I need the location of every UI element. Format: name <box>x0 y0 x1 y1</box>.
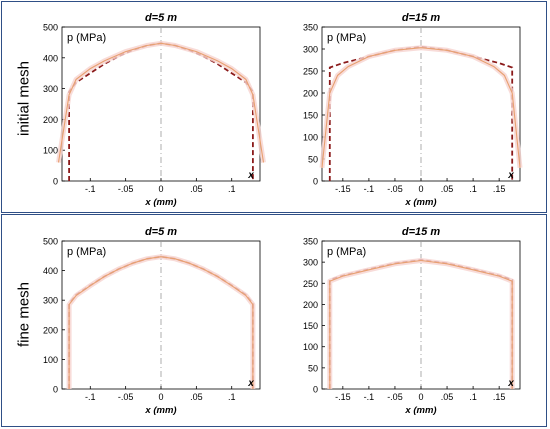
chart-1-xtick-label-3: 0 <box>418 184 423 194</box>
chart-3-xtick-label-2: -.05 <box>387 392 403 402</box>
chart-0-ytick-label-1: 100 <box>43 146 58 156</box>
chart-1-series-0-line <box>328 45 514 181</box>
chart-3-xtick-label-5: .1 <box>469 392 477 402</box>
chart-3-x-end-label: x <box>507 378 514 389</box>
chart-0-ytick-label-4: 400 <box>43 53 58 63</box>
chart-1-ytick-label-2: 100 <box>303 133 318 143</box>
chart-3-xtick-label-6: .15 <box>493 392 506 402</box>
chart-1-xtick-label-6: .15 <box>493 184 506 194</box>
chart-1-xtick-label-5: .1 <box>469 184 477 194</box>
chart-3-xtick-label-4: .05 <box>441 392 454 402</box>
chart-1-series-1-line <box>321 47 521 168</box>
chart-1-ytick-label-0: 0 <box>313 177 318 187</box>
chart-1-ylabel: p (MPa) <box>327 32 366 44</box>
chart-1-ytick-label-4: 200 <box>303 89 318 99</box>
chart-2-title: d=5 m <box>145 226 177 238</box>
chart-3-ytick-label-1: 50 <box>308 363 318 373</box>
chart-1-xlabel: x (mm) <box>404 197 436 208</box>
chart-3-xlabel: x (mm) <box>404 405 436 416</box>
chart-0-xtick-label-3: .05 <box>190 184 203 194</box>
chart-2-xtick-label-0: -.1 <box>85 392 96 402</box>
chart-2-xlabel: x (mm) <box>144 405 176 416</box>
chart-0-xtick-label-4: .1 <box>228 184 236 194</box>
chart-3-series-1-line <box>329 259 513 389</box>
chart-3-ylabel: p (MPa) <box>327 246 366 258</box>
chart-3-xtick-label-0: -.15 <box>335 392 351 402</box>
chart-1-x-end-label: x <box>507 170 514 181</box>
chart-1-xtick-label-2: -.05 <box>387 184 403 194</box>
chart-0-xtick-label-2: 0 <box>158 184 163 194</box>
chart-2-ylabel: p (MPa) <box>67 246 106 258</box>
chart-0-xlabel: x (mm) <box>144 197 176 208</box>
chart-3-title: d=15 m <box>402 226 440 238</box>
chart-3-ytick-label-3: 150 <box>303 321 318 331</box>
chart-3-xtick-label-1: -.1 <box>364 392 375 402</box>
chart-2-ytick-label-2: 200 <box>43 325 58 335</box>
chart-0-ytick-label-2: 200 <box>43 115 58 125</box>
chart-2-ytick-label-1: 100 <box>43 355 58 365</box>
chart-3-xtick-label-3: 0 <box>418 392 423 402</box>
chart-2-ytick-label-4: 400 <box>43 266 58 276</box>
fine-mesh-panel <box>1 214 547 427</box>
chart-0-title: d=5 m <box>145 12 177 24</box>
chart-0-ytick-label-0: 0 <box>53 177 58 187</box>
chart-3-ytick-label-7: 350 <box>303 237 318 247</box>
chart-3-ytick-label-6: 300 <box>303 258 318 268</box>
chart-0-ytick-label-5: 500 <box>43 23 58 33</box>
chart-0-ylabel: p (MPa) <box>67 32 106 44</box>
chart-0-xtick-label-0: -.1 <box>85 184 96 194</box>
chart-2-xtick-label-3: .05 <box>190 392 203 402</box>
chart-2-series-1-line <box>68 256 254 389</box>
chart-1-ytick-label-3: 150 <box>303 111 318 121</box>
chart-2-ytick-label-3: 300 <box>43 296 58 306</box>
chart-1-title: d=15 m <box>402 12 440 24</box>
chart-3-ytick-label-2: 100 <box>303 342 318 352</box>
chart-3-ytick-label-5: 250 <box>303 279 318 289</box>
chart-1-ytick-label-6: 300 <box>303 45 318 55</box>
chart-1-ytick-label-1: 50 <box>308 155 318 165</box>
chart-0-ytick-label-3: 300 <box>43 84 58 94</box>
initial-mesh-panel <box>1 1 547 213</box>
chart-0-x-end-label: x <box>247 170 254 181</box>
chart-2-ytick-label-5: 500 <box>43 237 58 247</box>
chart-2-xtick-label-4: .1 <box>228 392 236 402</box>
chart-2-xtick-label-2: 0 <box>158 392 163 402</box>
chart-1-ytick-label-7: 350 <box>303 23 318 33</box>
chart-2-ytick-label-0: 0 <box>53 385 58 395</box>
chart-3-ytick-label-4: 200 <box>303 300 318 310</box>
chart-2-xtick-label-1: -.05 <box>118 392 134 402</box>
chart-2-x-end-label: x <box>247 378 254 389</box>
chart-1-xtick-label-1: -.1 <box>364 184 375 194</box>
chart-1-xtick-label-0: -.15 <box>335 184 351 194</box>
chart-0-xtick-label-1: -.05 <box>118 184 134 194</box>
chart-3-ytick-label-0: 0 <box>313 385 318 395</box>
chart-0-series-1-line <box>57 42 265 163</box>
chart-1-xtick-label-4: .05 <box>441 184 454 194</box>
chart-1-ytick-label-5: 250 <box>303 67 318 77</box>
